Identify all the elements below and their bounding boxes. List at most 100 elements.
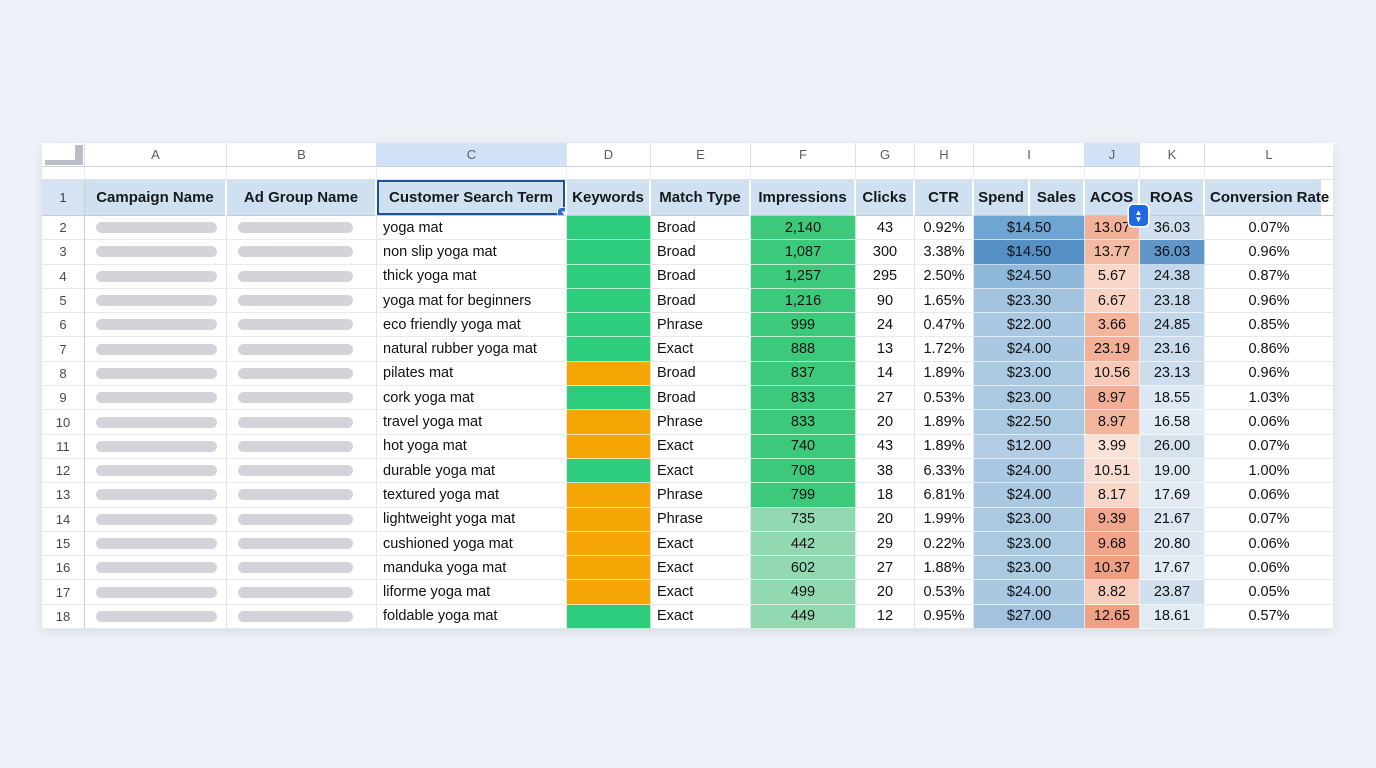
roas-cell[interactable]: 23.87 — [1140, 580, 1205, 605]
row-number[interactable]: 3 — [42, 240, 85, 265]
campaign-name-cell[interactable] — [85, 507, 227, 532]
clicks-cell[interactable]: 90 — [856, 288, 915, 314]
keyword-color-cell[interactable] — [567, 458, 651, 484]
header-clicks[interactable]: Clicks — [856, 180, 915, 216]
spend-cell[interactable]: $14.50 — [974, 216, 1085, 241]
clicks-cell[interactable]: 27 — [856, 386, 915, 411]
search-term-cell[interactable]: hot yoga mat — [377, 434, 567, 459]
spend-cell[interactable]: $24.00 — [974, 580, 1085, 605]
row-number[interactable]: 8 — [42, 361, 85, 387]
roas-cell[interactable]: 24.38 — [1140, 264, 1205, 289]
ctr-cell[interactable]: 3.38% — [915, 240, 974, 265]
header-ctr[interactable]: CTR — [915, 180, 974, 216]
header-acos[interactable]: ACOS ▲ ▼ — [1085, 180, 1148, 226]
match-type-cell[interactable]: Phrase — [651, 410, 751, 435]
campaign-name-cell[interactable] — [85, 580, 227, 605]
row-number[interactable]: 13 — [42, 483, 85, 508]
match-type-cell[interactable]: Exact — [651, 531, 751, 557]
search-term-cell[interactable]: cushioned yoga mat — [377, 531, 567, 557]
search-term-cell[interactable]: pilates mat — [377, 361, 567, 387]
campaign-name-cell[interactable] — [85, 556, 227, 581]
ctr-cell[interactable]: 0.92% — [915, 216, 974, 241]
header-ad-group-name[interactable]: Ad Group Name — [227, 180, 377, 216]
header-keywords[interactable]: Keywords — [567, 180, 651, 216]
campaign-name-cell[interactable] — [85, 240, 227, 265]
match-type-cell[interactable]: Exact — [651, 604, 751, 630]
conversion-rate-cell[interactable]: 1.03% — [1205, 386, 1333, 411]
row-number[interactable]: 15 — [42, 531, 85, 557]
impressions-cell[interactable]: 837 — [751, 361, 856, 387]
clicks-cell[interactable]: 12 — [856, 604, 915, 630]
spend-cell[interactable]: $24.00 — [974, 458, 1085, 484]
row-number[interactable]: 18 — [42, 604, 85, 630]
header-impressions[interactable]: Impressions — [751, 180, 856, 216]
row-number[interactable]: 4 — [42, 264, 85, 289]
acos-cell[interactable]: 8.17 — [1085, 483, 1140, 508]
acos-cell[interactable]: 8.82 — [1085, 580, 1140, 605]
ad-group-name-cell[interactable] — [227, 507, 377, 532]
row-number[interactable]: 10 — [42, 410, 85, 435]
ctr-cell[interactable]: 2.50% — [915, 264, 974, 289]
column-letter-a[interactable]: A — [85, 143, 227, 167]
column-letter-b[interactable]: B — [227, 143, 377, 167]
clicks-cell[interactable]: 29 — [856, 531, 915, 557]
keyword-color-cell[interactable] — [567, 264, 651, 289]
column-letter-d[interactable]: D — [567, 143, 651, 167]
ad-group-name-cell[interactable] — [227, 531, 377, 557]
search-term-cell[interactable]: textured yoga mat — [377, 483, 567, 508]
campaign-name-cell[interactable] — [85, 386, 227, 411]
spend-cell[interactable]: $23.00 — [974, 361, 1085, 387]
row-number[interactable]: 9 — [42, 386, 85, 411]
search-term-cell[interactable]: lightweight yoga mat — [377, 507, 567, 532]
conversion-rate-cell[interactable]: 0.06% — [1205, 483, 1333, 508]
column-letter-j[interactable]: J — [1085, 143, 1140, 167]
column-letter-k[interactable]: K — [1140, 143, 1205, 167]
clicks-cell[interactable]: 27 — [856, 556, 915, 581]
keyword-color-cell[interactable] — [567, 483, 651, 508]
roas-cell[interactable]: 20.80 — [1140, 531, 1205, 557]
keyword-color-cell[interactable] — [567, 556, 651, 581]
campaign-name-cell[interactable] — [85, 458, 227, 484]
match-type-cell[interactable]: Broad — [651, 288, 751, 314]
match-type-cell[interactable]: Broad — [651, 216, 751, 241]
ad-group-name-cell[interactable] — [227, 337, 377, 362]
campaign-name-cell[interactable] — [85, 410, 227, 435]
roas-cell[interactable]: 21.67 — [1140, 507, 1205, 532]
match-type-cell[interactable]: Exact — [651, 556, 751, 581]
clicks-cell[interactable]: 43 — [856, 216, 915, 241]
match-type-cell[interactable]: Phrase — [651, 507, 751, 532]
acos-cell[interactable]: 13.07 — [1085, 216, 1140, 241]
campaign-name-cell[interactable] — [85, 264, 227, 289]
spend-cell[interactable]: $24.00 — [974, 483, 1085, 508]
ad-group-name-cell[interactable] — [227, 483, 377, 508]
keyword-color-cell[interactable] — [567, 531, 651, 557]
impressions-cell[interactable]: 449 — [751, 604, 856, 630]
conversion-rate-cell[interactable]: 0.06% — [1205, 556, 1333, 581]
match-type-cell[interactable]: Broad — [651, 240, 751, 265]
match-type-cell[interactable]: Exact — [651, 458, 751, 484]
ctr-cell[interactable]: 6.81% — [915, 483, 974, 508]
ad-group-name-cell[interactable] — [227, 264, 377, 289]
column-letter-f[interactable]: F — [751, 143, 856, 167]
keyword-color-cell[interactable] — [567, 410, 651, 435]
conversion-rate-cell[interactable]: 0.07% — [1205, 507, 1333, 532]
ctr-cell[interactable]: 1.89% — [915, 361, 974, 387]
roas-cell[interactable]: 17.69 — [1140, 483, 1205, 508]
search-term-cell[interactable]: yoga mat for beginners — [377, 288, 567, 314]
clicks-cell[interactable]: 38 — [856, 458, 915, 484]
match-type-cell[interactable]: Exact — [651, 434, 751, 459]
ctr-cell[interactable]: 0.95% — [915, 604, 974, 630]
campaign-name-cell[interactable] — [85, 604, 227, 630]
keyword-color-cell[interactable] — [567, 240, 651, 265]
clicks-cell[interactable]: 18 — [856, 483, 915, 508]
acos-cell[interactable]: 3.66 — [1085, 313, 1140, 338]
match-type-cell[interactable]: Broad — [651, 386, 751, 411]
match-type-cell[interactable]: Exact — [651, 337, 751, 362]
ad-group-name-cell[interactable] — [227, 288, 377, 314]
roas-cell[interactable]: 19.00 — [1140, 458, 1205, 484]
clicks-cell[interactable]: 14 — [856, 361, 915, 387]
acos-cell[interactable]: 10.56 — [1085, 361, 1140, 387]
ad-group-name-cell[interactable] — [227, 361, 377, 387]
roas-cell[interactable]: 36.03 — [1140, 240, 1205, 265]
acos-cell[interactable]: 10.37 — [1085, 556, 1140, 581]
